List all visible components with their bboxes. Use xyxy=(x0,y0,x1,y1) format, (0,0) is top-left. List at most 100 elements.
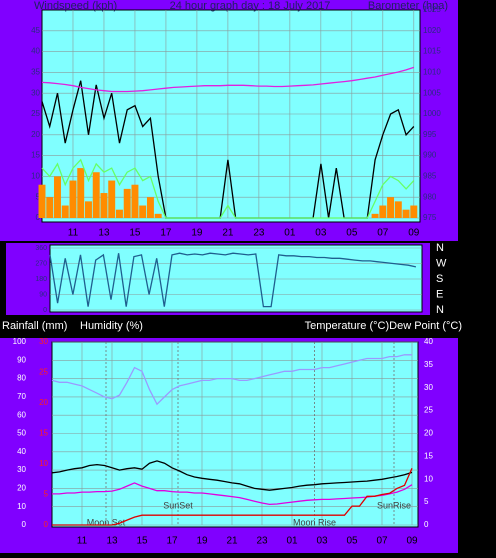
x-tick-label: 17 xyxy=(166,536,178,547)
y2-tick-label: 1000 xyxy=(423,109,441,118)
y2-tick-label: 35 xyxy=(424,360,433,369)
y2-tick-label: 25 xyxy=(424,406,433,415)
bar xyxy=(394,201,402,218)
annotation: SunRise xyxy=(377,500,411,510)
y-axis-label: Humidity (%) xyxy=(80,320,143,332)
x-tick-label: 23 xyxy=(256,536,268,547)
annotation: Moon Rise xyxy=(293,517,336,527)
y-axis-label: Windspeed (kph) xyxy=(34,0,117,12)
x-tick-label: 05 xyxy=(346,228,358,239)
y2-tick-label: N xyxy=(436,304,444,316)
x-tick-label: 13 xyxy=(98,228,110,239)
y2-tick-label: 1015 xyxy=(423,47,441,56)
bar xyxy=(61,205,69,218)
y-tick-label: 30 xyxy=(17,465,26,474)
x-tick-label: 15 xyxy=(136,536,148,547)
series-line xyxy=(49,252,417,308)
y2-tick-label: 0 xyxy=(424,520,429,529)
y-tick-label: 10 xyxy=(17,502,26,511)
y-tick-label: 40 xyxy=(17,447,26,456)
y-tick-label: 80 xyxy=(17,374,26,383)
y-tick-label: 270 xyxy=(35,260,47,267)
x-tick-label: 21 xyxy=(222,228,234,239)
y2-tick-label: E xyxy=(436,288,443,300)
y2-tick-label: 20 xyxy=(424,429,433,438)
x-tick-label: 13 xyxy=(106,536,118,547)
x-tick-label: 23 xyxy=(253,228,265,239)
y2-axis-label: Temperature (°C)Dew Point (°C) xyxy=(305,320,462,332)
bar xyxy=(402,209,410,218)
y2-tick-label: 995 xyxy=(423,130,437,139)
y-tick-label: 60 xyxy=(17,410,26,419)
x-tick-label: 05 xyxy=(346,536,358,547)
series-line xyxy=(41,66,415,93)
x-tick-label: 15 xyxy=(129,228,141,239)
bar xyxy=(85,201,92,218)
y2-tick-label: 40 xyxy=(424,337,433,346)
annotation: SunSet xyxy=(163,500,193,510)
y2-axis-label: Barometer (hpa) xyxy=(368,0,448,12)
x-tick-label: 19 xyxy=(191,228,203,239)
y3-tick-label: 15 xyxy=(39,429,48,438)
x-tick-label: 17 xyxy=(160,228,172,239)
y2-tick-label: 980 xyxy=(423,192,437,201)
y3-tick-label: 30 xyxy=(39,337,48,346)
y3-axis-label: Rainfall (mm) xyxy=(2,320,67,332)
bar xyxy=(108,180,116,218)
y-tick-label: 180 xyxy=(35,276,47,283)
y2-tick-label: 10 xyxy=(424,474,433,483)
y-tick-label: 90 xyxy=(39,291,47,298)
y-tick-label: 360 xyxy=(35,245,47,252)
y3-tick-label: 0 xyxy=(44,520,49,529)
bar xyxy=(100,193,108,218)
bar xyxy=(371,213,379,218)
x-tick-label: 19 xyxy=(196,536,208,547)
y2-tick-label: 15 xyxy=(424,451,433,460)
bar xyxy=(139,205,147,218)
x-tick-label: 21 xyxy=(226,536,238,547)
x-tick-label: 01 xyxy=(284,228,296,239)
y-tick-label: 10 xyxy=(31,172,40,181)
bar xyxy=(38,184,46,218)
bar xyxy=(410,205,418,218)
y-tick-label: 15 xyxy=(31,151,40,160)
bar xyxy=(123,188,131,218)
bar xyxy=(379,205,387,218)
x-tick-label: 11 xyxy=(68,228,79,239)
y-tick-label: 35 xyxy=(31,68,40,77)
y2-tick-label: 5 xyxy=(424,497,429,506)
bar xyxy=(146,197,154,218)
y3-tick-label: 10 xyxy=(39,459,48,468)
x-tick-label: 07 xyxy=(377,228,389,239)
y-tick-label: 0 xyxy=(22,520,27,529)
bar xyxy=(387,197,395,218)
plot-area xyxy=(51,341,419,528)
y2-tick-label: 1005 xyxy=(423,88,441,97)
x-tick-label: 09 xyxy=(406,536,418,547)
y-tick-label: 30 xyxy=(31,88,40,97)
bar xyxy=(92,172,100,218)
y2-tick-label: 975 xyxy=(423,213,437,222)
y2-tick-label: 1010 xyxy=(423,68,441,77)
y3-tick-label: 25 xyxy=(39,368,48,377)
y2-tick-label: 990 xyxy=(423,151,437,160)
y2-tick-label: 985 xyxy=(423,172,437,181)
y2-tick-label: 1025 xyxy=(423,5,441,14)
y-tick-label: 50 xyxy=(17,429,26,438)
x-tick-label: 03 xyxy=(316,536,328,547)
y-tick-label: 40 xyxy=(31,47,40,56)
bar xyxy=(77,168,85,218)
x-tick-label: 07 xyxy=(376,536,388,547)
bar xyxy=(131,184,139,218)
annotation: Moon Set xyxy=(87,517,126,527)
bar xyxy=(46,197,54,218)
y-tick-label: 0 xyxy=(43,307,47,314)
series-line xyxy=(52,468,413,526)
x-tick-label: 01 xyxy=(286,536,298,547)
series-line xyxy=(52,482,413,506)
y3-tick-label: 20 xyxy=(39,398,48,407)
y3-tick-label: 5 xyxy=(44,490,49,499)
y2-tick-label: W xyxy=(436,257,447,269)
